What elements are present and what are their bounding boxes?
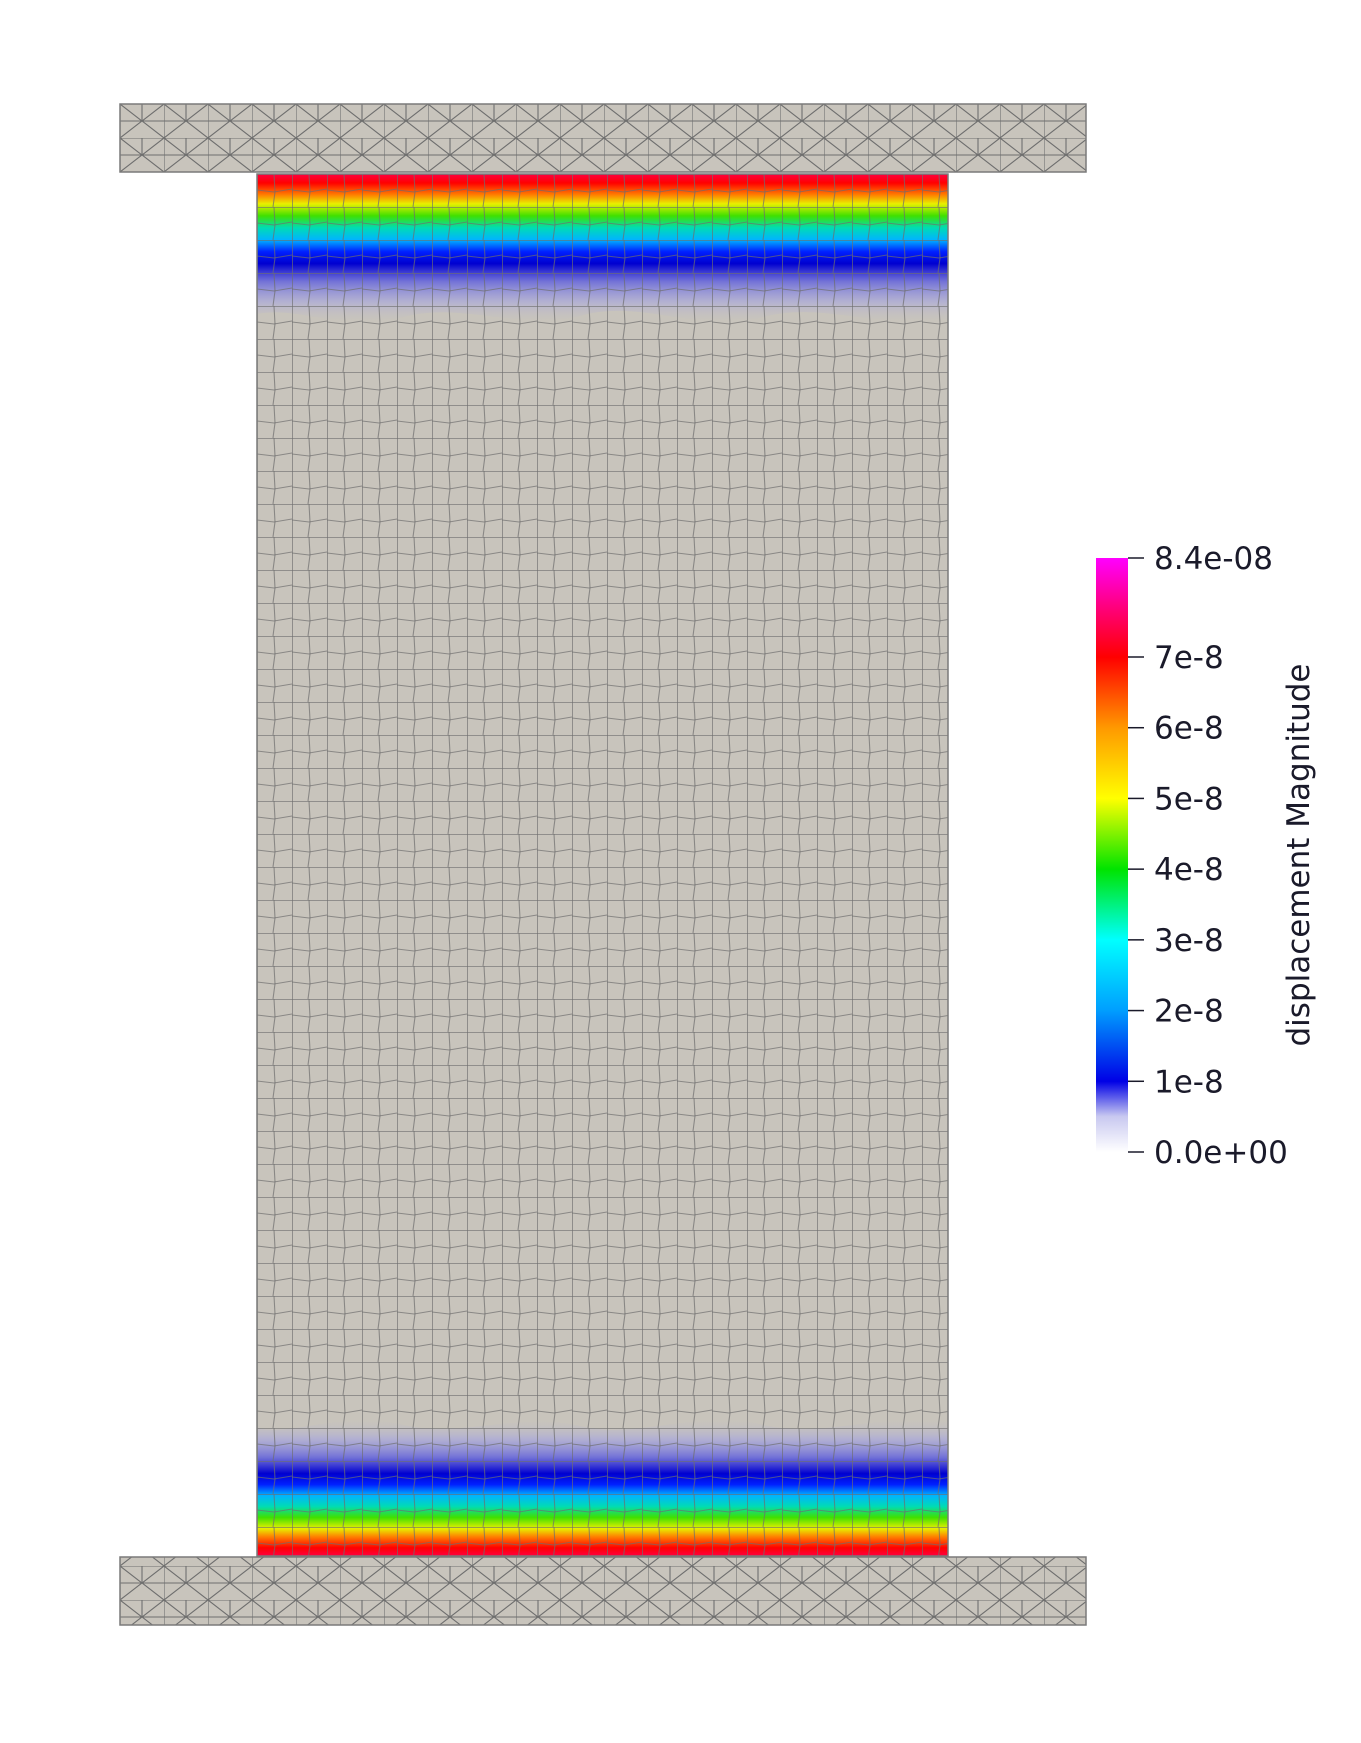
colorbar-tick-label: 1e-8: [1154, 1064, 1224, 1100]
specimen-body: [256, 173, 949, 1557]
colorbar-ticks: 8.4e-08 7e-8 6e-8 5e-8 4e-8 3e-8 2e-8 1e-8 0.0e+…: [1128, 541, 1288, 1171]
bottom-plate: [119, 1556, 1087, 1626]
colorbar-tick-label: 0.0e+00: [1154, 1135, 1288, 1171]
colorbar-tick-label: 8.4e-08: [1154, 541, 1273, 577]
colorbar-tick-label: 6e-8: [1154, 711, 1224, 747]
colorbar-title: displacement Magnitude: [1281, 663, 1317, 1046]
colorbar: 8.4e-08 7e-8 6e-8 5e-8 4e-8 3e-8 2e-8 1e-8 0.0e+…: [1096, 541, 1317, 1171]
colorbar-tick-label: 2e-8: [1154, 994, 1224, 1030]
colorbar-tick-label: 4e-8: [1154, 852, 1224, 888]
top-plate: [119, 103, 1087, 173]
colorbar-tick-label: 3e-8: [1154, 923, 1224, 959]
colorbar-tick-label: 7e-8: [1154, 640, 1224, 676]
colorbar-gradient: [1096, 558, 1128, 1152]
colorbar-tick-label: 5e-8: [1154, 781, 1224, 817]
